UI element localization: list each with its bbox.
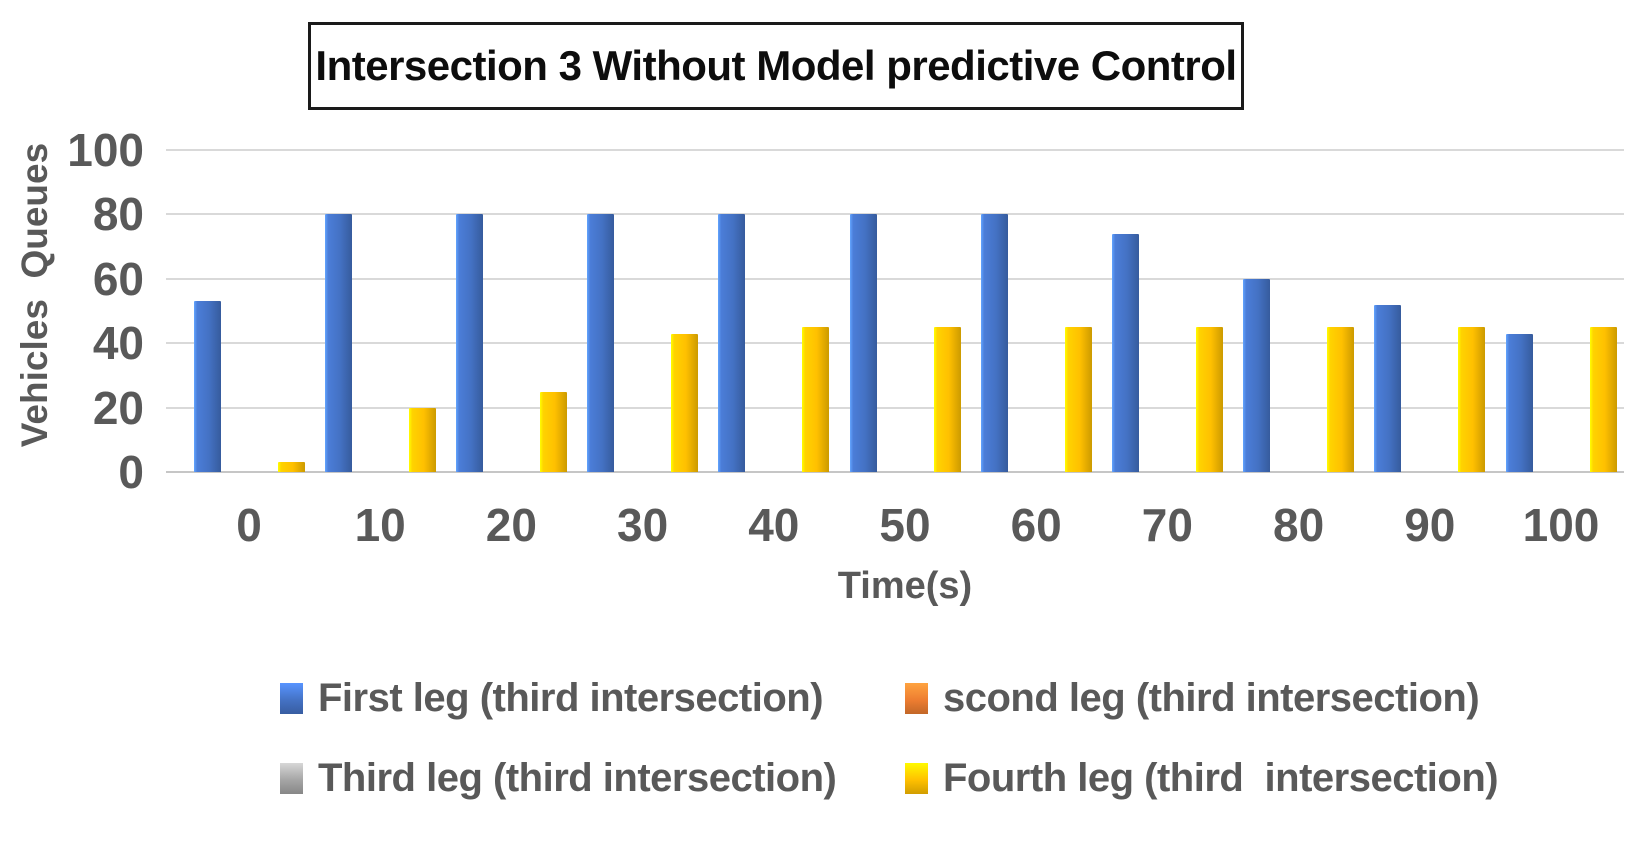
gridline xyxy=(166,406,1624,409)
x-axis-tick-labels: 0 10 20 30 40 50 60 70 80 90 100 xyxy=(172,496,1622,556)
gridline xyxy=(166,342,1624,345)
x-tick-label-50: 50 xyxy=(879,499,931,551)
bar-series1-t80 xyxy=(1243,278,1271,472)
x-tick-label-100: 100 xyxy=(1522,499,1600,551)
legend-item-third-leg: Third leg (third intersection) xyxy=(280,752,837,804)
bar-series4-t70 xyxy=(1195,327,1223,472)
x-tick-label-0: 0 xyxy=(236,499,262,551)
y-tick-label-100: 100 xyxy=(67,124,144,176)
legend-item-second-leg: scond leg (third intersection) xyxy=(905,672,1480,724)
y-tick-label-20: 20 xyxy=(92,381,144,434)
y-tick-label-80: 80 xyxy=(92,188,144,241)
legend-swatch-second-leg-icon xyxy=(905,682,928,714)
bar-series1-t90 xyxy=(1374,304,1402,472)
x-tick-label-20: 20 xyxy=(485,499,537,551)
legend-item-fourth-leg: Fourth leg (third intersection) xyxy=(905,752,1499,804)
gridline xyxy=(166,149,1624,151)
x-tick-label-80: 80 xyxy=(1273,499,1325,551)
legend-label-first-leg: First leg (third intersection) xyxy=(318,675,824,720)
bar-series1-t70 xyxy=(1111,233,1139,472)
x-tick-label-90: 90 xyxy=(1404,499,1456,551)
bar-series4-t60 xyxy=(1064,327,1092,472)
y-tick-label-0: 0 xyxy=(118,446,144,498)
x-tick-label-70: 70 xyxy=(1141,499,1193,551)
chart-title: Intersection 3 Without Model predictive … xyxy=(315,42,1237,89)
bar-series4-t40 xyxy=(802,327,830,472)
bar-series4-t10 xyxy=(408,407,436,472)
x-tick-label-10: 10 xyxy=(354,499,406,551)
x-axis-line xyxy=(166,471,1624,473)
legend-swatch-fourth-leg-icon xyxy=(905,762,928,794)
y-tick-label-40: 40 xyxy=(92,317,144,370)
bar-series4-t100 xyxy=(1589,327,1617,472)
bar-series4-t20 xyxy=(539,391,567,472)
legend-item-first-leg: First leg (third intersection) xyxy=(280,672,824,724)
bar-series1-t60 xyxy=(980,214,1008,472)
gridline xyxy=(166,277,1624,280)
legend-swatch-first-leg-icon xyxy=(280,682,303,714)
legend-label-fourth-leg: Fourth leg (third intersection) xyxy=(943,755,1499,800)
legend-swatch-third-leg-icon xyxy=(280,762,303,794)
bar-series4-t30 xyxy=(671,333,699,472)
plot-area xyxy=(166,149,1624,473)
legend-label-third-leg: Third leg (third intersection) xyxy=(318,755,837,800)
bar-series1-t10 xyxy=(324,214,352,472)
bar-series1-t30 xyxy=(587,214,615,472)
chart-title-box: Intersection 3 Without Model predictive … xyxy=(308,22,1244,110)
bar-series4-t80 xyxy=(1327,327,1355,472)
bar-series1-t50 xyxy=(849,214,877,472)
x-axis-title: Time(s) xyxy=(837,565,973,607)
x-tick-label-60: 60 xyxy=(1010,499,1062,551)
bar-series1-t0 xyxy=(193,301,221,472)
y-axis-tick-labels: 100 80 60 40 20 0 xyxy=(0,0,148,520)
bar-series1-t100 xyxy=(1505,333,1533,472)
bar-series4-t50 xyxy=(933,327,961,472)
bar-series1-t20 xyxy=(455,214,483,472)
x-tick-label-40: 40 xyxy=(748,499,800,551)
gridline xyxy=(166,213,1624,216)
bar-series1-t40 xyxy=(718,214,746,472)
legend-label-second-leg: scond leg (third intersection) xyxy=(943,675,1480,720)
bar-series4-t90 xyxy=(1458,327,1486,472)
bar-series4-t0 xyxy=(277,462,305,472)
x-tick-label-30: 30 xyxy=(617,499,669,551)
y-tick-label-60: 60 xyxy=(92,252,144,305)
